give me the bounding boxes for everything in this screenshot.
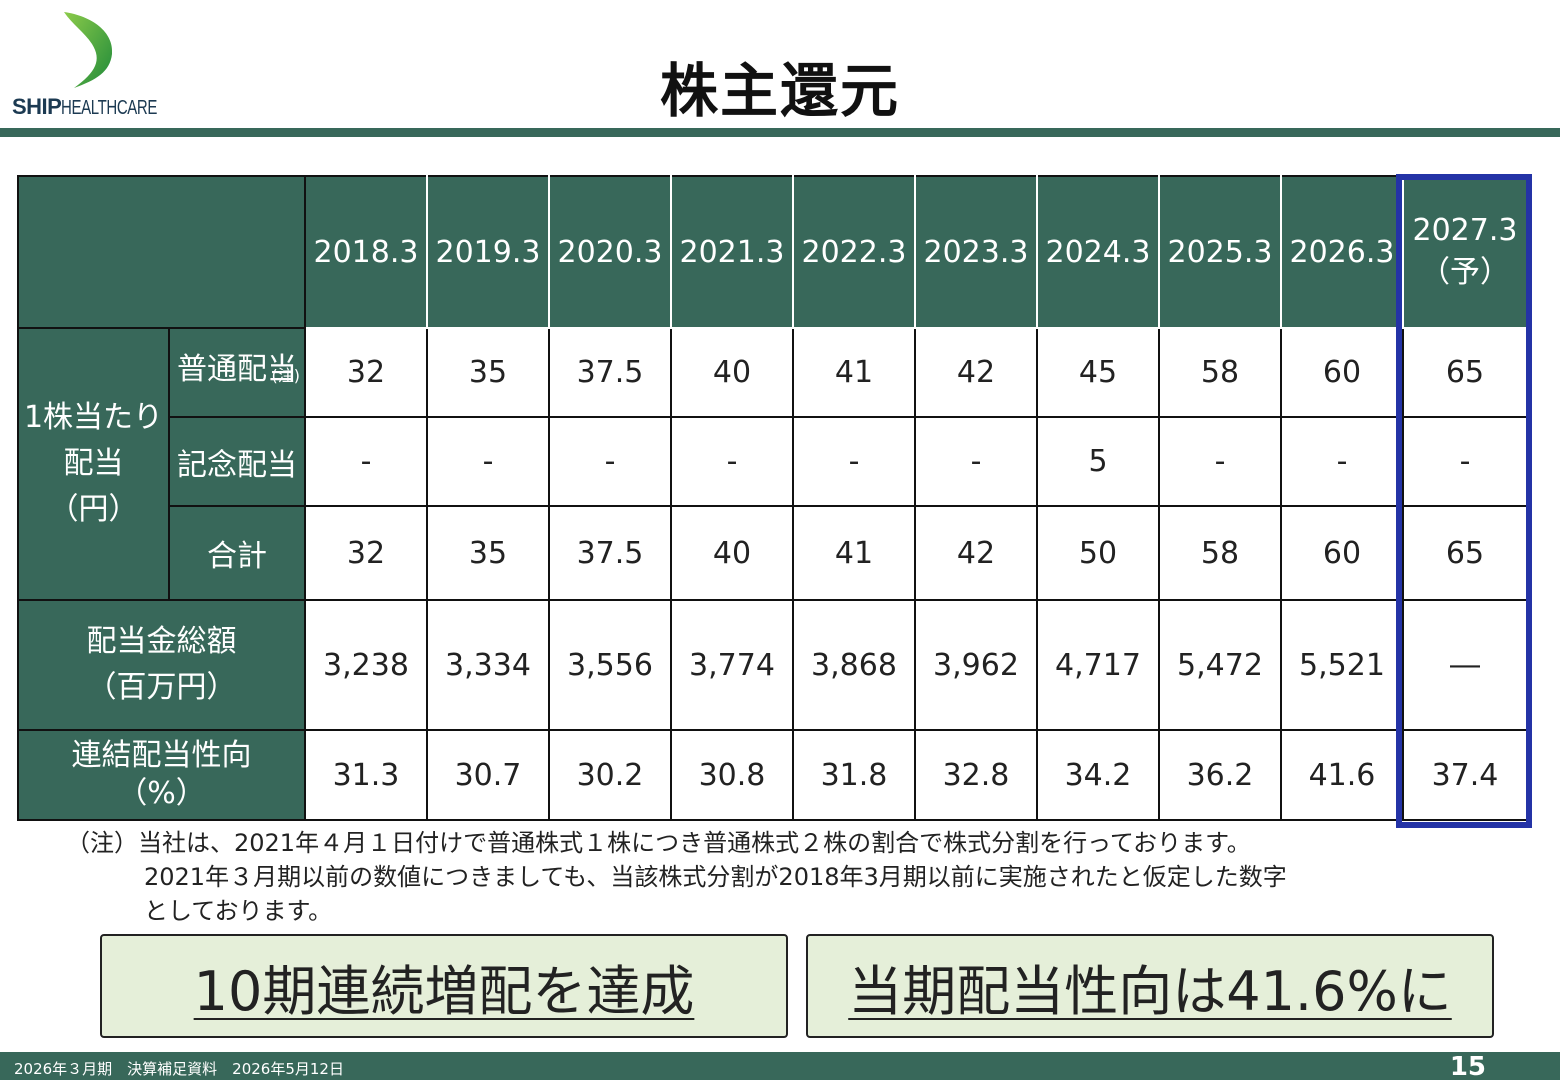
- table-cell: -: [914, 416, 1038, 507]
- table-cell: 45: [1036, 327, 1160, 418]
- company-logo: SHIPHEALTHCARE: [10, 8, 180, 120]
- table-cell: 3,238: [304, 599, 428, 731]
- table-cell: -: [1158, 416, 1282, 507]
- header-empty-cell: [17, 175, 306, 329]
- total-dividend-label: 合計: [168, 505, 306, 601]
- table-cell: -: [304, 416, 428, 507]
- table-cell: 42: [914, 327, 1038, 418]
- table-cell: 41.6: [1280, 729, 1404, 821]
- table-cell: 60: [1280, 505, 1404, 601]
- table-cell: 5,472: [1158, 599, 1282, 731]
- table-cell: 30.8: [670, 729, 794, 821]
- page-title: 株主還元: [659, 57, 900, 125]
- table-row: 連結配当性向 （%） 31.3 30.7 30.2 30.8 31.8 32.8…: [17, 729, 1528, 821]
- table-cell: 60: [1280, 327, 1404, 418]
- per-share-group-label: 1株当たり 配当 （円）: [17, 327, 170, 601]
- footnote: （注）当社は、2021年４月１日付けで普通株式１株につき普通株式２株の割合で株式…: [66, 826, 1287, 928]
- dividend-table: 2018.3 2019.3 2020.3 2021.3 2022.3 2023.…: [17, 175, 1528, 821]
- footer-caption: 2026年３月期 決算補足資料 2026年5月12日: [14, 1060, 344, 1078]
- callout-consecutive-increase: 10期連続増配を達成: [100, 934, 788, 1038]
- year-header: 2022.3: [792, 175, 916, 329]
- table-cell: 65: [1402, 327, 1528, 418]
- table-cell: 3,962: [914, 599, 1038, 731]
- table-cell: 35: [426, 505, 550, 601]
- logo-wordmark: SHIPHEALTHCARE: [12, 94, 158, 119]
- table-cell: 32: [304, 327, 428, 418]
- table-cell: 5,521: [1280, 599, 1404, 731]
- footer-bar: 2026年３月期 決算補足資料 2026年5月12日 15: [0, 1052, 1560, 1082]
- table-cell: 5: [1036, 416, 1160, 507]
- table-cell: 41: [792, 505, 916, 601]
- note-marker: (注): [271, 365, 301, 385]
- footnote-line: 2021年３月期以前の数値につきましても、当該株式分割が2018年3月期以前に実…: [144, 863, 1287, 891]
- table-cell: 31.3: [304, 729, 428, 821]
- year-header: 2021.3: [670, 175, 794, 329]
- table-cell: 65: [1402, 505, 1528, 601]
- table-cell: 32.8: [914, 729, 1038, 821]
- table-cell: 37.4: [1402, 729, 1528, 821]
- table-cell: 31.8: [792, 729, 916, 821]
- table-row: 合計 32 35 37.5 40 41 42 50 58 60 65: [18, 505, 1528, 601]
- table-row: 記念配当 - - - - - - 5 - - -: [18, 416, 1528, 507]
- table-cell: 50: [1036, 505, 1160, 601]
- table-cell: 3,868: [792, 599, 916, 731]
- forecast-year-header: 2027.3 （予）: [1402, 175, 1528, 329]
- table-cell: 4,717: [1036, 599, 1160, 731]
- year-header: 2020.3: [548, 175, 672, 329]
- logo-leaf-icon: [64, 12, 113, 88]
- table-cell: 35: [426, 327, 550, 418]
- table-cell: 30.7: [426, 729, 550, 821]
- table-cell: -: [1280, 416, 1404, 507]
- table-cell: -: [426, 416, 550, 507]
- table-cell: 34.2: [1036, 729, 1160, 821]
- table-cell: ―: [1402, 599, 1528, 731]
- ordinary-dividend-label: 普通配当 (注): [168, 327, 306, 418]
- table-cell: -: [670, 416, 794, 507]
- forecast-tag: （予）: [1420, 255, 1510, 290]
- table-cell: 40: [670, 327, 794, 418]
- table-header-row: 2018.3 2019.3 2020.3 2021.3 2022.3 2023.…: [17, 175, 1528, 329]
- table-cell: 58: [1158, 505, 1282, 601]
- footnote-line: としております。: [144, 897, 333, 925]
- table-cell: 36.2: [1158, 729, 1282, 821]
- table-cell: 3,774: [670, 599, 794, 731]
- table-cell: 32: [304, 505, 428, 601]
- year-header: 2026.3: [1280, 175, 1404, 329]
- table-cell: 42: [914, 505, 1038, 601]
- table-cell: -: [1402, 416, 1528, 507]
- callout-payout-ratio: 当期配当性向は41.6%に: [806, 934, 1494, 1038]
- table-row: 1株当たり 配当 （円） 普通配当 (注) 32 35 37.5 40 41 4…: [17, 327, 1528, 601]
- table-cell: 3,556: [548, 599, 672, 731]
- table-cell: 3,334: [426, 599, 550, 731]
- table-cell: 41: [792, 327, 916, 418]
- payout-ratio-label: 連結配当性向 （%）: [17, 729, 306, 821]
- year-header: 2018.3: [304, 175, 428, 329]
- table-cell: 40: [670, 505, 794, 601]
- footnote-line: （注）当社は、2021年４月１日付けで普通株式１株につき普通株式２株の割合で株式…: [66, 829, 1251, 857]
- year-header: 2019.3: [426, 175, 550, 329]
- table-cell: -: [548, 416, 672, 507]
- table-row: 配当金総額 （百万円） 3,238 3,334 3,556 3,774 3,86…: [17, 599, 1528, 731]
- dividend-total-label: 配当金総額 （百万円）: [17, 599, 306, 731]
- page-number: 15: [1449, 1052, 1486, 1082]
- table-cell: -: [792, 416, 916, 507]
- table-cell: 58: [1158, 327, 1282, 418]
- table-cell: 37.5: [548, 505, 672, 601]
- forecast-year: 2027.3: [1412, 213, 1518, 248]
- year-header: 2025.3: [1158, 175, 1282, 329]
- title-rule: [0, 128, 1560, 137]
- commemorative-dividend-label: 記念配当: [168, 416, 306, 507]
- year-header: 2024.3: [1036, 175, 1160, 329]
- table-cell: 37.5: [548, 327, 672, 418]
- forecast-highlight-box: [1396, 174, 1532, 828]
- year-header: 2023.3: [914, 175, 1038, 329]
- table-cell: 30.2: [548, 729, 672, 821]
